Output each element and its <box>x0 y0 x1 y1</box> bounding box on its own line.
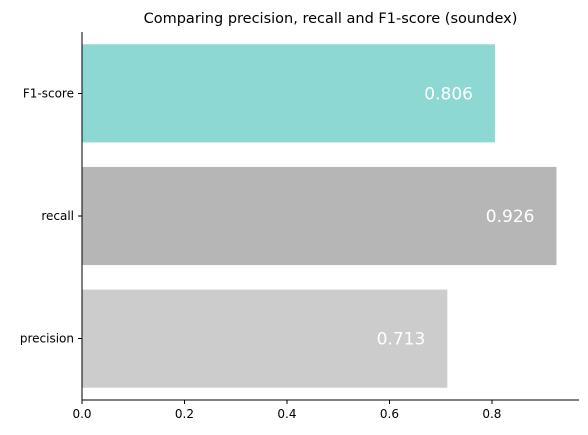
y-axis: precision recall F1-score <box>20 86 82 346</box>
bar-recall <box>82 166 557 266</box>
x-axis: 0.0 0.2 0.4 0.6 0.8 <box>72 400 501 421</box>
y-tick-label: precision <box>20 332 74 346</box>
x-tick-label: 0.6 <box>380 407 399 421</box>
bar-precision <box>82 289 448 388</box>
x-tick-label: 0.2 <box>175 407 194 421</box>
bars-layer <box>82 44 557 388</box>
chart-title: Comparing precision, recall and F1-score… <box>144 11 518 27</box>
x-tick-label: 0.0 <box>72 407 91 421</box>
y-tick-label: recall <box>41 209 74 223</box>
data-label-recall: 0.926 <box>486 207 535 227</box>
x-tick-label: 0.4 <box>277 407 296 421</box>
bar-f1-score <box>82 44 495 143</box>
x-tick-label: 0.8 <box>482 407 501 421</box>
data-labels-layer: 0.713 0.926 0.806 <box>377 84 535 349</box>
data-label-f1-score: 0.806 <box>424 84 473 104</box>
data-label-precision: 0.713 <box>377 330 426 350</box>
y-tick-label: F1-score <box>23 86 74 100</box>
